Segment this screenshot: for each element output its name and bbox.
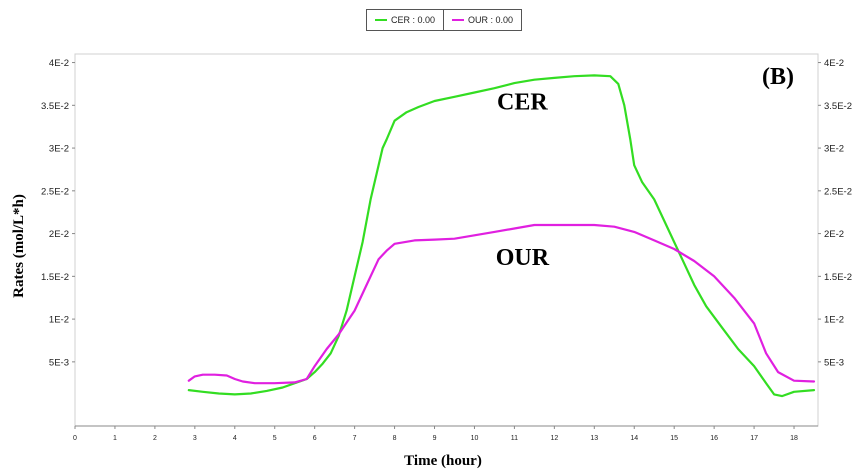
x-tick-label: 9 [433,435,437,442]
y-tick-label-right: 1E-2 [824,315,844,326]
x-tick-label: 11 [511,435,518,442]
series-line-our [187,223,816,385]
x-tick-label: 18 [790,435,798,442]
legend-swatch-cer [375,19,387,21]
y-tick-label-left: 3E-2 [49,144,69,155]
y-axis-title: Rates (mol/L*h) [11,194,27,298]
y-tick-label-left: 1E-2 [49,315,69,326]
x-tick-label: 1 [113,435,117,442]
x-tick-label: 16 [710,435,718,442]
series-layer [187,74,816,398]
legend-item-cer[interactable]: CER : 0.00 [366,9,445,31]
y-tick-label-right: 4E-2 [824,58,844,69]
legend: CER : 0.00 OUR : 0.00 [366,9,523,31]
y-tick-label-left: 1.5E-2 [41,272,69,283]
x-tick-label: 6 [313,435,317,442]
y-tick-label-left: 4E-2 [49,58,69,69]
x-axis-title: Time (hour) [404,453,482,469]
x-tick-label: 3 [193,435,197,442]
y-tick-label-left: 2E-2 [49,229,69,240]
x-tick-label: 8 [393,435,397,442]
y-tick-label-right: 5E-3 [824,357,844,368]
x-tick-label: 2 [153,435,157,442]
legend-label-cer: CER : 0.00 [391,15,436,25]
annotations-layer: (B) CER OUR [496,64,794,271]
legend-item-our[interactable]: OUR : 0.00 [444,9,523,31]
annotation-label: CER [497,90,548,116]
x-tick-label: 13 [590,435,598,442]
x-tick-label: 4 [233,435,237,442]
y-tick-label-right: 3E-2 [824,144,844,155]
x-tick-label: 0 [73,435,77,442]
x-tick-label: 7 [353,435,357,442]
y-tick-label-right: 2E-2 [824,229,844,240]
x-tick-label: 14 [630,435,638,442]
y-tick-label-left: 2.5E-2 [41,186,69,197]
x-tick-label: 12 [550,435,558,442]
x-tick-label: 17 [750,435,758,442]
series-line-cer [187,74,816,398]
x-tick-label: 15 [670,435,678,442]
x-tick-label: 10 [471,435,479,442]
y-tick-label-left: 5E-3 [49,357,69,368]
y-tick-label-right: 1.5E-2 [824,272,852,283]
x-tick-label: 5 [273,435,277,442]
annotation-label: (B) [762,64,794,90]
y-tick-label-left: 3.5E-2 [41,101,69,112]
legend-swatch-our [452,19,465,21]
annotation-label: OUR [496,245,550,271]
y-tick-label-right: 2.5E-2 [824,186,852,197]
legend-label-our: OUR : 0.00 [468,15,514,25]
y-tick-label-right: 3.5E-2 [824,101,852,112]
